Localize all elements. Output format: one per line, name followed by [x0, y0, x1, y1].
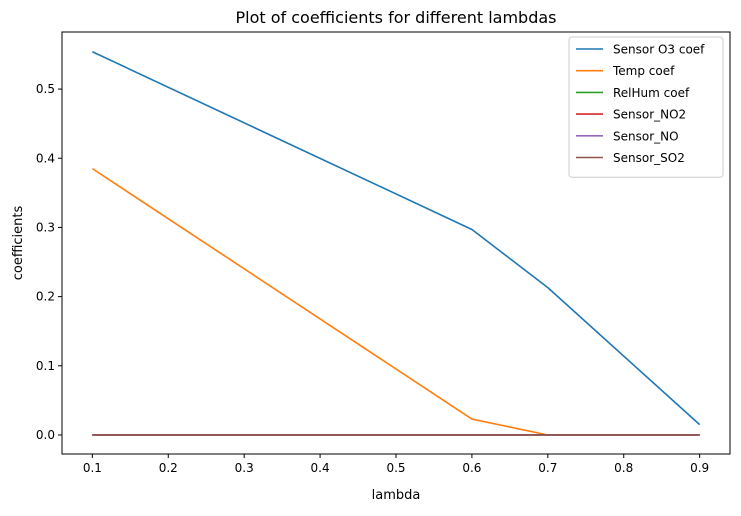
legend-label: Sensor_NO2: [613, 108, 686, 122]
x-tick-label: 0.3: [235, 461, 254, 475]
legend-label: RelHum coef: [613, 86, 690, 100]
legend-box: [568, 36, 724, 178]
x-tick-label: 0.9: [690, 461, 709, 475]
y-axis: 0.0 0.1 0.2 0.3 0.4 0.5: [36, 82, 62, 442]
x-axis-label: lambda: [372, 488, 421, 503]
series-line-2: [91, 167, 700, 436]
x-tick-label: 0.4: [311, 461, 330, 475]
legend-label: Sensor O3 coef: [613, 43, 705, 57]
legend: Sensor O3 coef Temp coef RelHum coef Sensor…: [568, 36, 724, 178]
x-tick-label: 0.7: [538, 461, 557, 475]
legend-label: Temp coef: [612, 64, 675, 78]
x-tick-label: 0.5: [386, 461, 405, 475]
y-axis-label: coefficients: [11, 206, 26, 281]
x-tick-label: 0.1: [83, 461, 102, 475]
y-tick-label: 0.2: [36, 290, 55, 304]
y-tick-label: 0.3: [36, 220, 55, 234]
plot-area: [91, 50, 701, 436]
x-tick-label: 0.8: [614, 461, 633, 475]
series-line-1: [92, 50, 701, 426]
y-tick-label: 0.5: [36, 82, 55, 96]
x-tick-label: 0.2: [159, 461, 178, 475]
y-tick-label: 0.0: [36, 428, 55, 442]
x-tick-label: 0.6: [462, 461, 481, 475]
y-tick-label: 0.1: [36, 359, 55, 373]
legend-label: Sensor_SO2: [613, 151, 685, 165]
y-tick-label: 0.4: [36, 151, 55, 165]
x-axis: 0.1 0.2 0.3 0.4 0.5 0.6 0.7 0.8 0.9: [83, 454, 709, 475]
chart-title: Plot of coefficients for different lambd…: [236, 8, 557, 27]
legend-label: Sensor_NO: [613, 129, 679, 143]
